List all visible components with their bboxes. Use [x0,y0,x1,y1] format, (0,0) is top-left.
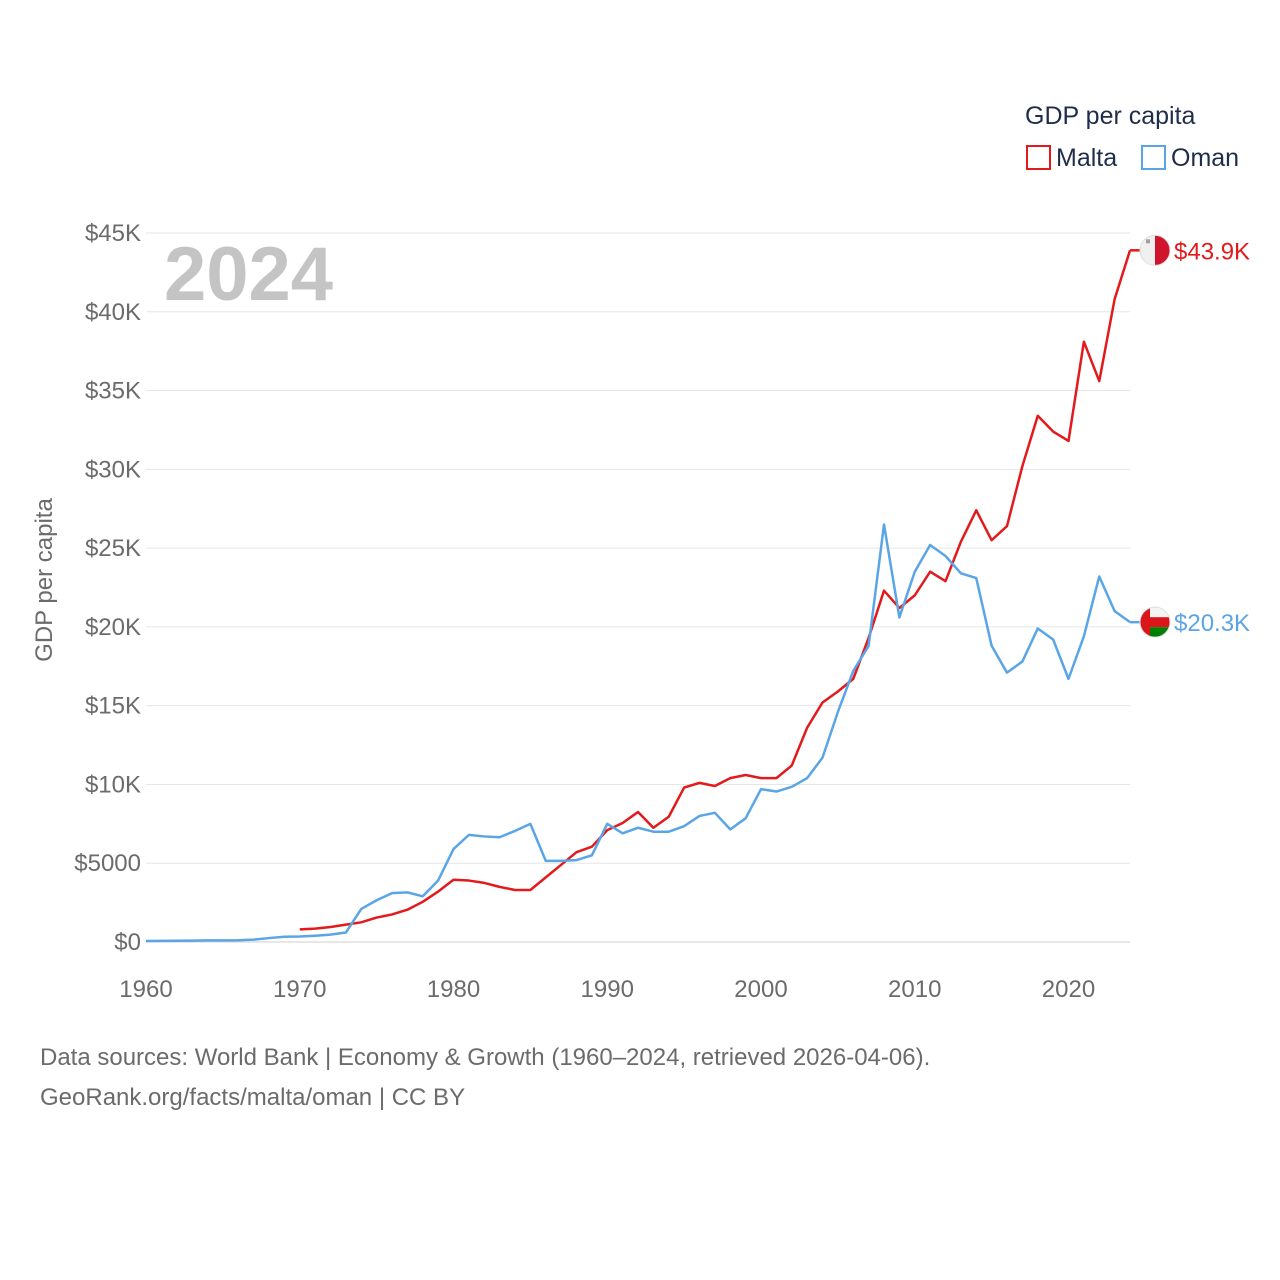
x-tick-label: 1980 [427,976,480,1003]
year-label: 2024 [164,232,333,317]
gdp-line-chart: $0$5000$10K$15K$20K$25K$30K$35K$40K$45K … [31,102,1250,1003]
y-tick-label: $15K [85,693,141,720]
x-tick-label: 1990 [581,976,634,1003]
y-tick-label: $5000 [74,850,141,877]
y-axis-title: GDP per capita [31,498,58,662]
series-line-malta [299,249,1132,931]
y-tick-label: $35K [85,378,141,405]
end-value-label-malta: $43.9K [1174,238,1250,265]
oman-flag-icon [1139,606,1171,638]
y-tick-label: $30K [85,456,141,483]
x-tick-label: 2020 [1042,976,1095,1003]
y-tick-label: $20K [85,614,141,641]
y-tick-label: $40K [85,299,141,326]
legend-label-malta: Malta [1056,144,1117,172]
malta-flag-icon [1139,234,1171,266]
y-tick-label: $45K [85,220,141,247]
y-tick-label: $10K [85,771,141,798]
legend-title: GDP per capita [1025,102,1196,130]
x-tick-label: 1970 [273,976,326,1003]
end-markers: $43.9K $20.3K [1130,234,1250,638]
legend: GDP per capita Malta Oman [1025,102,1239,172]
footer-sources: Data sources: World Bank | Economy & Gro… [40,1044,931,1071]
series-lines [145,249,1132,943]
series-line-oman [145,523,1131,943]
x-tick-label: 2010 [888,976,941,1003]
legend-swatch-oman [1141,145,1166,170]
x-tick-label: 2000 [734,976,787,1003]
footer-credit: GeoRank.org/facts/malta/oman | CC BY [40,1084,466,1111]
legend-swatch-malta [1026,145,1051,170]
end-value-label-oman: $20.3K [1174,610,1250,637]
x-axis-ticks: 1960 1970 1980 1990 2000 2010 2020 [119,976,1095,1003]
y-tick-label: $0 [114,929,141,956]
y-axis-ticks: $0 $5000 $10K $15K $20K $25K $30K $35K $40K $45K [74,220,141,956]
gridlines [146,232,1130,943]
x-tick-label: 1960 [119,976,172,1003]
y-tick-label: $25K [85,535,141,562]
legend-label-oman: Oman [1171,144,1239,172]
